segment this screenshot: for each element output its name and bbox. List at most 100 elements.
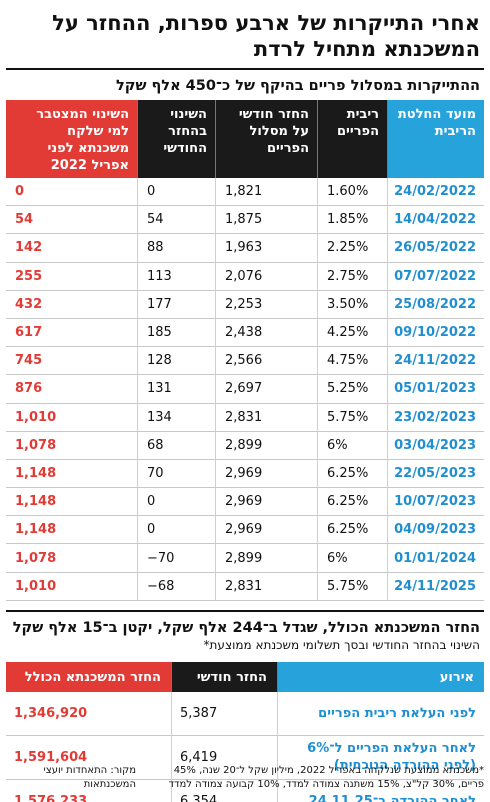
cell-monthly-change: 70 xyxy=(138,459,216,489)
cell-date: 24/02/2022 xyxy=(388,178,484,207)
cell-prime-rate: 5.75% xyxy=(318,572,388,601)
cell-prime-rate: 2.75% xyxy=(318,262,388,291)
table-row: לפני העלאת ריבית הפריים 5,387 1,346,920 xyxy=(6,691,484,736)
cell-monthly-change: 185 xyxy=(138,318,216,348)
cell-cumulative-change: 1,148 xyxy=(6,459,138,489)
cell-monthly-payment: 6,419 xyxy=(172,735,278,780)
cell-date: 22/05/2023 xyxy=(388,460,484,489)
table-row: 09/10/2022 4.25% 2,438 185 617 xyxy=(6,318,484,348)
cell-prime-rate: 4.25% xyxy=(318,318,388,348)
col-header-monthly: החזר חודשי על מסלול הפריים xyxy=(216,100,318,178)
cell-date: 05/01/2023 xyxy=(388,375,484,404)
cell-monthly-payment: 2,697 xyxy=(216,375,318,404)
cell-date: 25/08/2022 xyxy=(388,291,484,319)
table2-title: החזר המשכנתא הכולל, שגדל ב־244 אלף שקל, … xyxy=(12,619,480,636)
cell-event: לאחר ההורדה ב־24.11.25 xyxy=(278,780,484,802)
cell-monthly-change: 0 xyxy=(138,516,216,545)
cell-prime-rate: 1.60% xyxy=(318,178,388,207)
col-header-cumulative: השינוי המצטבר למי שלקח משכנתא לפני אפריל… xyxy=(6,100,138,178)
cell-monthly-payment: 2,566 xyxy=(216,347,318,376)
section-total: החזר המשכנתא הכולל, שגדל ב־244 אלף שקל, … xyxy=(6,609,484,662)
cell-date: 10/07/2023 xyxy=(388,488,484,517)
table1-title: ההתייקרות במסלול פריים בהיקף של כ־450 אל… xyxy=(116,78,480,94)
cell-prime-rate: 6.25% xyxy=(318,459,388,489)
cell-event: לאחר העלאת הפריים ל־6% (לפני ההורדה הנוכ… xyxy=(278,736,484,780)
cell-monthly-change: −70 xyxy=(138,544,216,573)
cell-monthly-change: 134 xyxy=(138,403,216,432)
cell-monthly-change: 88 xyxy=(138,234,216,263)
cell-date: 26/05/2022 xyxy=(388,234,484,263)
source-credit: מקור: התאחדות יועצי המשכנתאות xyxy=(43,765,136,790)
table-row: 24/11/2022 4.75% 2,566 128 745 xyxy=(6,347,484,376)
cell-cumulative-change: 745 xyxy=(6,347,138,376)
cell-cumulative-change: 1,010 xyxy=(6,403,138,432)
cell-monthly-payment: 2,831 xyxy=(216,572,318,601)
cell-monthly-payment: 2,899 xyxy=(216,544,318,573)
page-title: אחרי התייקרות של ארבע ספרות, ההחזר על המ… xyxy=(6,4,484,70)
col-header-total-payment: החזר המשכנתא הכולל xyxy=(6,661,172,692)
cell-monthly-change: 68 xyxy=(138,431,216,460)
cell-monthly-payment: 6,354 xyxy=(172,779,278,802)
cell-monthly-change: 0 xyxy=(138,178,216,207)
table2-header-row: אירוע החזר חודשי החזר המשכנתא הכולל xyxy=(6,661,484,692)
table-row: 14/04/2022 1.85% 1,875 54 54 xyxy=(6,206,484,235)
cell-total-payment: 1,576,233 xyxy=(6,779,172,802)
cell-monthly-payment: 2,969 xyxy=(216,516,318,545)
cell-prime-rate: 5.25% xyxy=(318,375,388,404)
cell-total-payment: 1,591,604 xyxy=(6,735,172,780)
cell-monthly-payment: 2,969 xyxy=(216,459,318,489)
cell-total-payment: 1,346,920 xyxy=(6,691,172,736)
cell-monthly-change: 0 xyxy=(138,488,216,517)
cell-prime-rate: 5.75% xyxy=(318,403,388,432)
table1-header-row: מועד החלטת הריבית ריבית הפריים החזר חודש… xyxy=(6,100,484,178)
cell-monthly-payment: 2,253 xyxy=(216,290,318,319)
col-header-event: אירוע xyxy=(278,661,484,692)
table-row: 01/01/2024 6% 2,899 −70 1,078 xyxy=(6,544,484,573)
cell-date: 24/11/2022 xyxy=(388,347,484,376)
cell-cumulative-change: 1,148 xyxy=(6,516,138,545)
cell-date: 07/07/2022 xyxy=(388,263,484,291)
col-header-monthly-payment: החזר חודשי xyxy=(172,661,278,692)
cell-prime-rate: 6% xyxy=(318,431,388,460)
table-row: 24/02/2022 1.60% 1,821 0 0 xyxy=(6,178,484,207)
cell-prime-rate: 6.25% xyxy=(318,488,388,517)
table-row: לאחר העלאת הפריים ל־6% (לפני ההורדה הנוכ… xyxy=(6,735,484,780)
cell-monthly-change: 131 xyxy=(138,375,216,404)
cell-cumulative-change: 54 xyxy=(6,206,138,235)
table-row: 22/05/2023 6.25% 2,969 70 1,148 xyxy=(6,459,484,489)
table-row: 26/05/2022 2.25% 1,963 88 142 xyxy=(6,234,484,263)
table-row: 05/01/2023 5.25% 2,697 131 876 xyxy=(6,375,484,404)
cell-cumulative-change: 0 xyxy=(6,178,138,207)
cell-monthly-payment: 5,387 xyxy=(172,691,278,736)
cell-cumulative-change: 1,078 xyxy=(6,431,138,460)
table-row: לאחר ההורדה ב־24.11.25 6,354 1,576,233 xyxy=(6,779,484,802)
infographic: אחרי התייקרות של ארבע ספרות, ההחזר על המ… xyxy=(6,4,484,802)
cell-date: 09/10/2022 xyxy=(388,319,484,348)
table-row: 07/07/2022 2.75% 2,076 113 255 xyxy=(6,262,484,291)
table-row: 23/02/2023 5.75% 2,831 134 1,010 xyxy=(6,403,484,432)
cell-date: 04/09/2023 xyxy=(388,516,484,545)
cell-prime-rate: 2.25% xyxy=(318,234,388,263)
table-row: 04/09/2023 6.25% 2,969 0 1,148 xyxy=(6,516,484,545)
table-row: 25/08/2022 3.50% 2,253 177 432 xyxy=(6,290,484,319)
cell-prime-rate: 6% xyxy=(318,544,388,573)
cell-cumulative-change: 142 xyxy=(6,234,138,263)
cell-monthly-payment: 1,875 xyxy=(216,206,318,235)
cell-monthly-change: 113 xyxy=(138,262,216,291)
cell-prime-rate: 4.75% xyxy=(318,347,388,376)
cell-prime-rate: 6.25% xyxy=(318,516,388,545)
cell-cumulative-change: 1,148 xyxy=(6,488,138,517)
col-header-date: מועד החלטת הריבית xyxy=(388,100,484,178)
table-row: 10/07/2023 6.25% 2,969 0 1,148 xyxy=(6,488,484,517)
cell-cumulative-change: 876 xyxy=(6,375,138,404)
cell-monthly-payment: 2,831 xyxy=(216,403,318,432)
cell-date: 03/04/2023 xyxy=(388,432,484,460)
cell-date: 23/02/2023 xyxy=(388,404,484,432)
cell-monthly-payment: 1,821 xyxy=(216,178,318,207)
table-row: 24/11/2025 5.75% 2,831 −68 1,010 xyxy=(6,572,484,601)
cell-monthly-change: 177 xyxy=(138,290,216,319)
cell-event: לפני העלאת ריבית הפריים xyxy=(278,692,484,736)
cell-date: 01/01/2024 xyxy=(388,544,484,573)
cell-cumulative-change: 1,078 xyxy=(6,544,138,573)
cell-cumulative-change: 617 xyxy=(6,318,138,348)
